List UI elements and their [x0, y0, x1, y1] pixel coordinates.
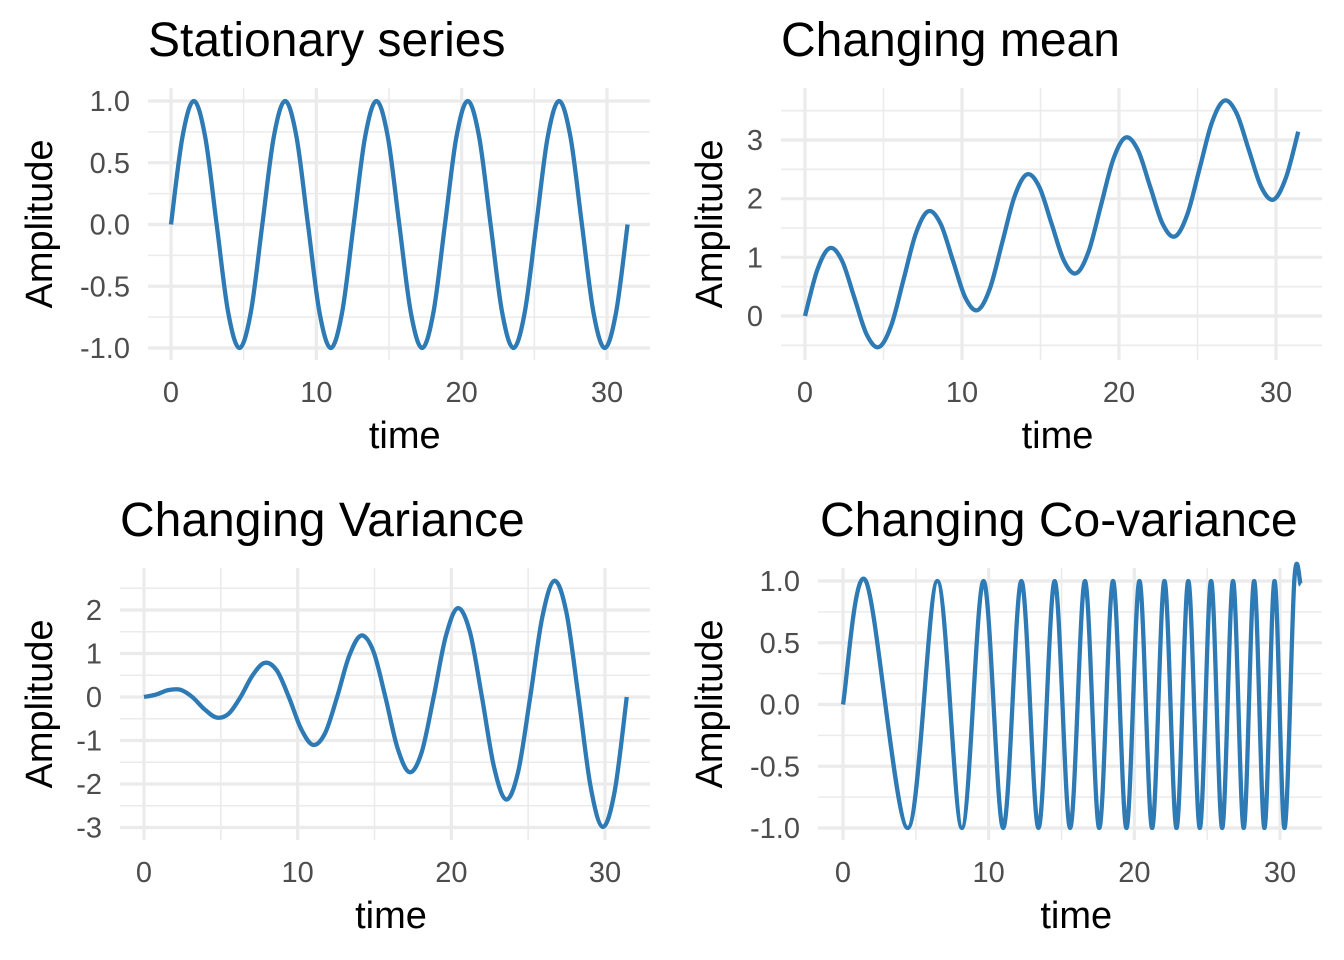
- y-axis-title: Amplitude: [19, 620, 61, 789]
- x-tick-label: 10: [973, 857, 1005, 889]
- y-tick-label: -2: [76, 769, 102, 801]
- x-tick-label: 10: [282, 857, 314, 889]
- series-line: [168, 98, 630, 351]
- x-tick-label: 10: [946, 377, 978, 409]
- y-tick-label: 1: [747, 242, 763, 274]
- x-axis-title: time: [1022, 415, 1094, 457]
- y-tick-label: 2: [747, 184, 763, 216]
- y-tick-label: 0.5: [90, 148, 130, 180]
- x-tick-label: 20: [435, 857, 467, 889]
- y-tick-label: 2: [86, 595, 102, 627]
- x-tick-label: 30: [591, 377, 623, 409]
- y-axis-title: Amplitude: [19, 140, 61, 309]
- chart-title: Stationary series: [148, 14, 506, 67]
- x-tick-label: 20: [446, 377, 478, 409]
- x-tick-label: 0: [835, 857, 851, 889]
- series-line: [143, 578, 629, 829]
- y-tick-label: 0: [86, 682, 102, 714]
- y-tick-label: 3: [747, 125, 763, 157]
- y-tick-label: 0.5: [760, 628, 800, 660]
- y-tick-label: 1.0: [760, 566, 800, 598]
- chart-panel-3: 0 10 20 30 -3 -2 -1 0 1 2 time Amplitude Changing Va…: [19, 494, 650, 937]
- x-tick-label: 0: [136, 857, 152, 889]
- x-axis-title: time: [1040, 895, 1112, 937]
- x-tick-label: 0: [163, 377, 179, 409]
- x-tick-label: 30: [1264, 857, 1296, 889]
- chart-title: Changing mean: [781, 14, 1120, 67]
- y-tick-label: 0: [747, 301, 763, 333]
- x-axis-title: time: [369, 415, 441, 457]
- chart-title: Changing Variance: [120, 494, 525, 547]
- x-tick-label: 20: [1103, 377, 1135, 409]
- x-axis-title: time: [355, 895, 427, 937]
- chart-title: Changing Co-variance: [820, 494, 1298, 547]
- x-tick-label: 10: [300, 377, 332, 409]
- y-tick-label: -1.0: [80, 333, 130, 365]
- chart-panel-1: 0 10 20 30 -1.0 -0.5 0.0 0.5 1.0 time Amplitude Sta…: [19, 14, 650, 457]
- y-tick-label: -3: [76, 813, 102, 845]
- y-tick-label: -0.5: [80, 271, 130, 303]
- y-tick-label: 0.0: [760, 690, 800, 722]
- y-axis-title: Amplitude: [689, 620, 731, 789]
- x-tick-label: 30: [589, 857, 621, 889]
- y-tick-label: -1.0: [750, 813, 800, 845]
- series-line: [802, 98, 1301, 350]
- y-tick-label: 1.0: [90, 86, 130, 118]
- y-tick-label: -1: [76, 726, 102, 758]
- y-tick-label: -0.5: [750, 751, 800, 783]
- y-tick-label: 0.0: [90, 210, 130, 242]
- chart-panel-4: 0 10 20 30 -1.0 -0.5 0.0 0.5 1.0 time Amplitude Cha…: [689, 494, 1322, 937]
- x-tick-label: 0: [797, 377, 813, 409]
- x-tick-label: 20: [1118, 857, 1150, 889]
- series-line: [840, 561, 1303, 831]
- y-tick-label: 1: [86, 639, 102, 671]
- chart-panel-2: 0 10 20 30 0 1 2 3 time Amplitude Changing mean: [689, 14, 1322, 457]
- y-axis-title: Amplitude: [689, 140, 731, 309]
- x-tick-label: 30: [1260, 377, 1292, 409]
